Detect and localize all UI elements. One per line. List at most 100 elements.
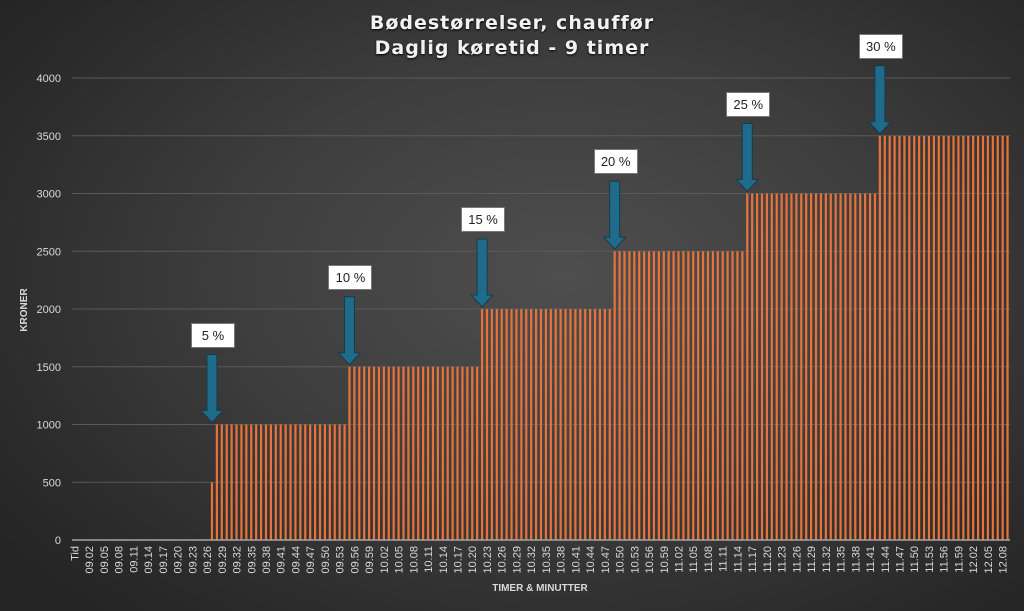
bar <box>264 424 268 540</box>
bar <box>471 366 474 540</box>
annotation-label: 20 % <box>593 149 638 175</box>
bar <box>751 193 754 540</box>
bar <box>304 424 307 540</box>
bar <box>942 135 945 540</box>
bar <box>967 135 970 540</box>
annotation-label: 30 % <box>858 33 903 59</box>
x-tick-label: 10.32 <box>526 546 538 574</box>
chart-subtitle: Daglig køretid - 9 timer <box>374 37 650 59</box>
bar <box>819 193 823 540</box>
bar <box>397 366 400 540</box>
bar <box>952 135 955 540</box>
bar <box>711 251 714 540</box>
bar <box>412 366 415 540</box>
bar <box>225 424 228 540</box>
bar <box>461 366 464 540</box>
x-tick-label: 09.20 <box>173 546 185 574</box>
down-arrow-icon <box>199 354 225 424</box>
x-tick-label: 09.50 <box>320 546 332 574</box>
bar <box>687 251 690 540</box>
x-tick-label: 11.14 <box>732 546 744 573</box>
x-tick-label: 09.38 <box>261 546 273 574</box>
bar <box>426 366 430 540</box>
bar <box>957 135 960 540</box>
x-tick-label: 11.53 <box>924 546 936 573</box>
down-arrow-icon <box>735 123 760 193</box>
bar <box>559 309 562 540</box>
x-tick-label: 12.02 <box>968 546 980 574</box>
bar <box>908 135 911 540</box>
bar <box>250 424 253 540</box>
x-tick-label: 10.59 <box>659 546 671 574</box>
bar <box>269 424 272 540</box>
y-tick-label: 500 <box>43 477 61 489</box>
bar <box>210 482 214 540</box>
bar <box>515 309 518 540</box>
y-tick-label: 2000 <box>37 304 61 316</box>
x-tick-label: 10.50 <box>615 546 627 574</box>
x-tick-label: 11.47 <box>895 546 907 573</box>
x-tick-label: 10.23 <box>482 546 494 574</box>
bar <box>1006 135 1009 540</box>
bar <box>864 193 867 540</box>
bar <box>593 309 597 540</box>
bar <box>672 251 675 540</box>
bar <box>245 424 248 540</box>
bar <box>667 251 670 540</box>
bar <box>972 135 975 540</box>
bar <box>338 424 341 540</box>
chart-title: Bødestørrelser, chauffør <box>369 12 655 34</box>
y-tick-label: 2500 <box>37 246 61 258</box>
x-tick-label: 11.05 <box>688 546 700 573</box>
bar <box>741 251 744 540</box>
y-tick-label: 0 <box>55 535 61 547</box>
bar <box>407 366 410 540</box>
bar <box>574 309 577 540</box>
x-tick-label: 11.26 <box>791 546 803 573</box>
x-tick-label: 12.05 <box>983 546 995 574</box>
x-tick-label: 10.53 <box>629 546 641 574</box>
bar <box>333 424 336 540</box>
x-tick-label: 11.32 <box>821 546 833 573</box>
bar <box>918 135 921 540</box>
bar <box>584 309 587 540</box>
down-arrow-icon <box>867 65 892 135</box>
bar <box>810 193 813 540</box>
x-tick-label: 09.11 <box>128 546 140 573</box>
bar <box>294 424 297 540</box>
bar <box>780 193 783 540</box>
bar <box>279 424 282 540</box>
bar <box>569 309 572 540</box>
bar <box>873 193 877 540</box>
bar <box>633 251 636 540</box>
bar <box>377 366 381 540</box>
x-tick-label: 10.17 <box>453 546 465 574</box>
bar <box>363 366 366 540</box>
x-tick-label: 10.11 <box>423 546 435 573</box>
x-tick-label: 09.35 <box>246 546 258 574</box>
bar <box>387 366 390 540</box>
bar <box>692 251 695 540</box>
gridlines <box>72 77 1010 483</box>
bar <box>544 309 548 540</box>
bar <box>608 309 611 540</box>
x-tick-label: 10.35 <box>541 546 553 574</box>
bar <box>510 309 513 540</box>
bar <box>643 251 646 540</box>
bar <box>392 366 395 540</box>
bar <box>382 366 385 540</box>
bar <box>520 309 523 540</box>
bar <box>309 424 312 540</box>
bar <box>962 135 965 540</box>
bar <box>323 424 327 540</box>
x-axis-ticks: Tid 09.02 09.05 09.08 09.11 09.14 09.17 09.20 09… <box>69 546 1009 574</box>
x-tick-label: 09.44 <box>290 546 302 574</box>
bar <box>800 193 803 540</box>
bar <box>868 193 872 540</box>
annotation-arrows <box>199 65 892 424</box>
x-tick-label: 11.02 <box>674 546 686 573</box>
bar <box>343 424 346 540</box>
bar <box>328 424 331 540</box>
annotation-label: 15 % <box>461 207 506 232</box>
bar <box>775 193 778 540</box>
